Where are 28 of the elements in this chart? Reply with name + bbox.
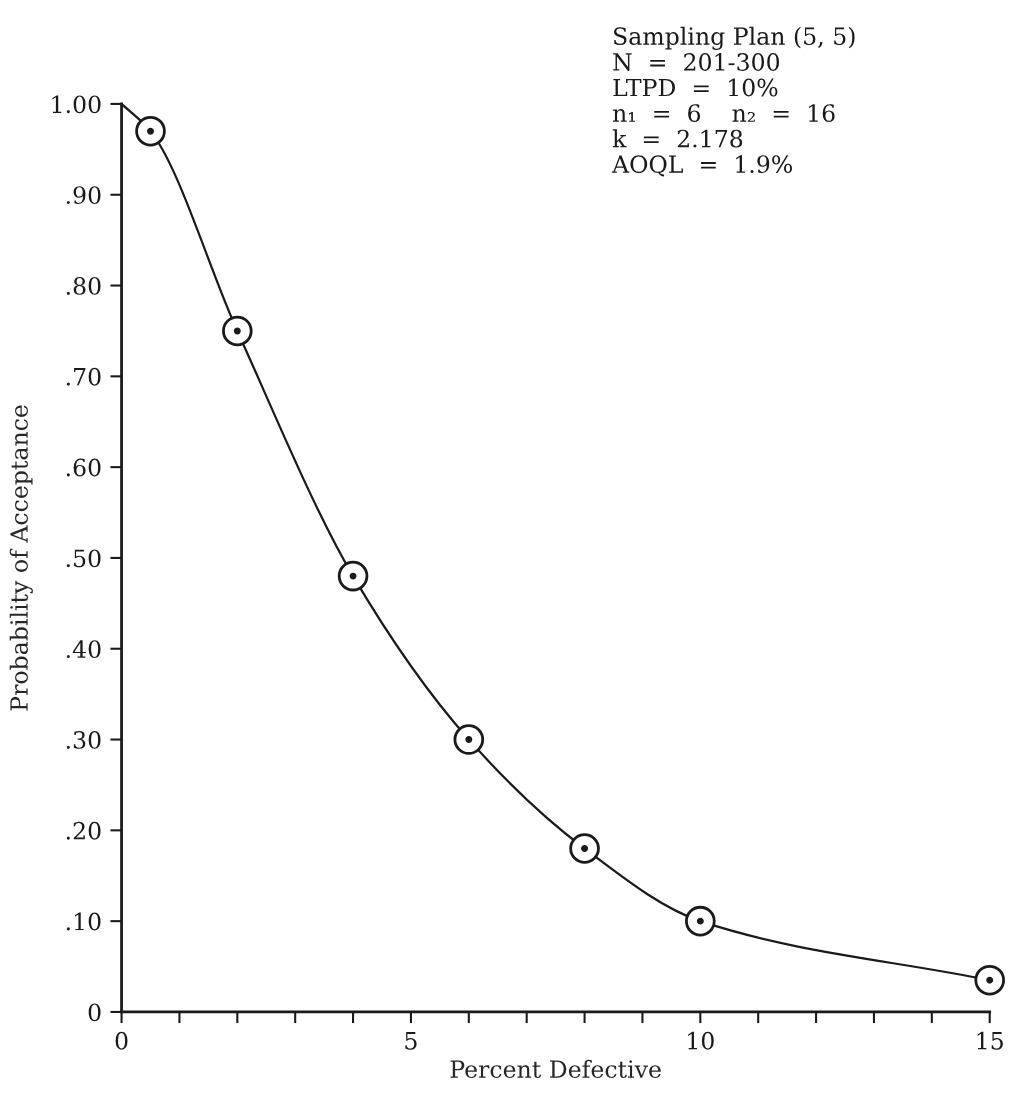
point bbox=[222, 315, 253, 347]
y-tick-label: .60 bbox=[66, 458, 101, 477]
y-tick-label: .80 bbox=[66, 276, 101, 295]
x-tick-label: 5 bbox=[405, 1032, 417, 1050]
x-tick-label: 10 bbox=[688, 1031, 714, 1050]
y-tick-label: 1.00 bbox=[52, 95, 101, 114]
text: N = 201-300 bbox=[613, 53, 780, 71]
y-tick-label: .70 bbox=[66, 367, 101, 386]
y-tick-label: .40 bbox=[66, 640, 101, 659]
x-tick-label: 15 bbox=[977, 1031, 1003, 1050]
y-axis-title: Probability of Acceptance bbox=[9, 405, 33, 711]
point bbox=[453, 724, 485, 755]
y-tick-label: .90 bbox=[66, 186, 101, 205]
x-tick-label: 0 bbox=[115, 1031, 128, 1050]
annotation: n₁ = 6 n₂ = 16 bbox=[612, 104, 835, 122]
annotation: k = 2.178 bbox=[612, 129, 743, 148]
y-tick-label: .20 bbox=[66, 821, 101, 840]
y-tick-label: .50 bbox=[66, 549, 101, 568]
text: LTPD = 10% bbox=[613, 78, 778, 97]
point bbox=[337, 560, 369, 592]
point bbox=[685, 905, 716, 937]
y-tick-label: .30 bbox=[66, 730, 101, 749]
text: Sampling Plan (5, 5) bbox=[614, 26, 855, 50]
y-tick-label: .10 bbox=[66, 912, 101, 931]
y-tick-label: 0 bbox=[88, 1003, 101, 1022]
point bbox=[135, 115, 166, 147]
x-axis-title: Percent Defective bbox=[450, 1059, 661, 1079]
annotation: AOQL = 1.9% bbox=[611, 155, 792, 177]
